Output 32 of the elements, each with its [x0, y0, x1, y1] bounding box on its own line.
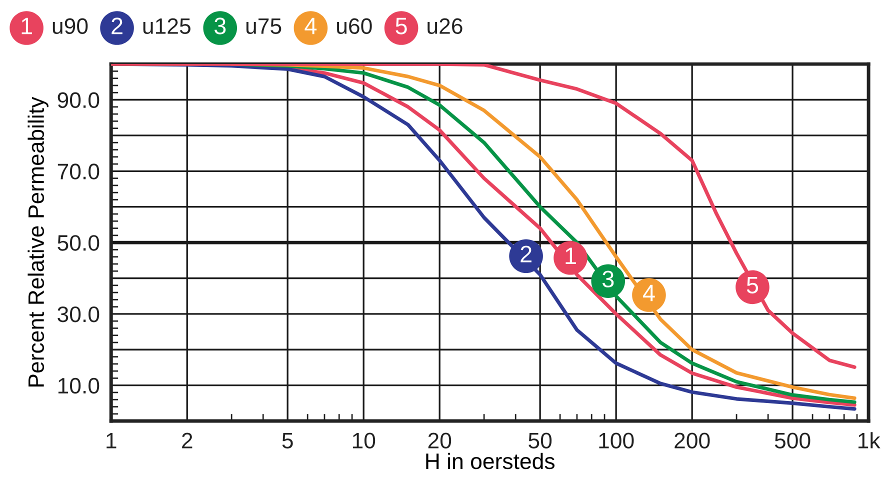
- text: 2: [112, 18, 122, 34]
- annotation: 1: [566, 248, 576, 264]
- x-tick-label: 2: [182, 432, 192, 448]
- text: 5: [396, 18, 407, 34]
- annotation: 3: [602, 270, 614, 288]
- legend-label: u125: [143, 18, 190, 34]
- legend-label: u60: [337, 18, 372, 34]
- x-tick-label: 5: [282, 432, 293, 448]
- y-tick-label: 50.0: [58, 235, 100, 251]
- x-tick-label: 1: [106, 432, 116, 448]
- text: 1: [22, 18, 32, 34]
- annotation: 2: [520, 246, 532, 262]
- annotation: 4: [642, 284, 655, 302]
- x-axis-title: H in oersteds: [426, 452, 555, 470]
- legend-label: u90: [52, 18, 88, 34]
- text: 3: [214, 18, 226, 34]
- x-tick-label: 100: [599, 432, 634, 448]
- legend-label: u26: [428, 18, 462, 34]
- x-tick-label: 10: [352, 432, 376, 448]
- x-tick-label: 50: [528, 432, 552, 448]
- x-tick-label: 20: [428, 432, 452, 448]
- x-tick-label: 500: [774, 432, 810, 448]
- y-axis-title: Percent Relative Permeability: [28, 96, 48, 386]
- y-tick-label: 90.0: [58, 92, 100, 108]
- x-tick-label: 200: [674, 432, 710, 448]
- legend-label: u75: [246, 18, 282, 34]
- y-tick-label: 70.0: [58, 164, 100, 180]
- y-tick-label: 30.0: [58, 306, 100, 322]
- annotation: 5: [746, 277, 758, 294]
- x-tick-label: 1k: [858, 432, 880, 448]
- y-tick-label: 10.0: [58, 378, 100, 394]
- text: 4: [304, 18, 317, 34]
